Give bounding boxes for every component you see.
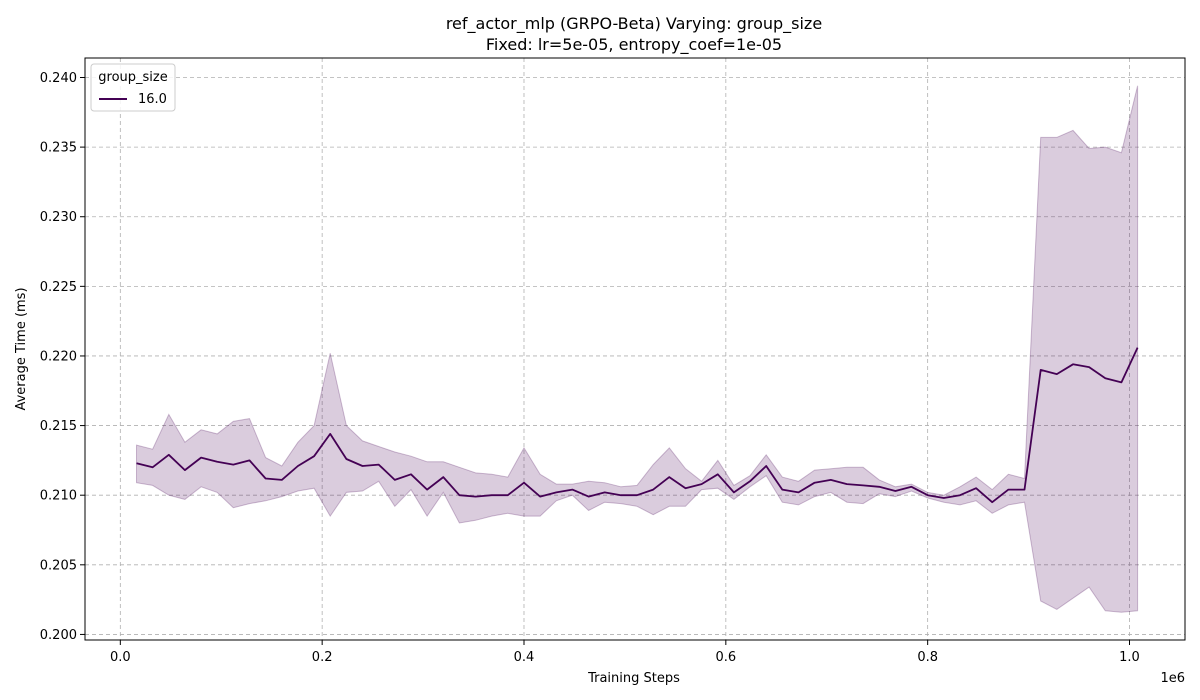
x-axis-offset-label: 1e6 bbox=[1160, 671, 1185, 686]
y-tick-label: 0.210 bbox=[40, 489, 77, 504]
y-tick-label: 0.220 bbox=[40, 349, 77, 364]
series-line bbox=[136, 347, 1139, 504]
grid-lines bbox=[85, 58, 1185, 640]
x-axis-ticks: 0.0 0.2 0.4 0.6 0.8 1.0 bbox=[110, 640, 1140, 665]
y-tick-label: 0.230 bbox=[40, 210, 77, 225]
chart-title: ref_actor_mlp (GRPO-Beta) Varying: group… bbox=[446, 14, 822, 34]
series-line-layer bbox=[136, 347, 1139, 504]
y-tick-label: 0.225 bbox=[40, 280, 77, 295]
y-tick-label: 0.200 bbox=[40, 628, 77, 643]
x-tick-label: 0.0 bbox=[110, 650, 131, 665]
confidence-band bbox=[136, 85, 1139, 613]
y-axis-label: Average Time (ms) bbox=[14, 287, 29, 410]
x-tick-label: 0.6 bbox=[715, 650, 736, 665]
x-axis-label: Training Steps bbox=[587, 671, 680, 686]
y-tick-label: 0.205 bbox=[40, 558, 77, 573]
x-tick-label: 1.0 bbox=[1119, 650, 1140, 665]
x-tick-label: 0.4 bbox=[514, 650, 535, 665]
legend-entry-label: 16.0 bbox=[138, 92, 167, 107]
chart-subtitle: Fixed: lr=5e-05, entropy_coef=1e-05 bbox=[486, 35, 782, 55]
x-tick-label: 0.8 bbox=[917, 650, 938, 665]
x-tick-label: 0.2 bbox=[312, 650, 333, 665]
y-axis-ticks: 0.200 0.205 0.210 0.215 0.220 0.225 0.230 0.235… bbox=[40, 71, 85, 643]
legend: group_size 16.0 bbox=[90, 63, 176, 112]
plot-frame bbox=[84, 57, 1186, 641]
legend-title: group_size bbox=[98, 70, 167, 85]
y-tick-label: 0.215 bbox=[40, 419, 77, 434]
y-tick-label: 0.240 bbox=[40, 71, 77, 86]
y-tick-label: 0.235 bbox=[40, 141, 77, 156]
confidence-band-layer bbox=[136, 85, 1139, 613]
